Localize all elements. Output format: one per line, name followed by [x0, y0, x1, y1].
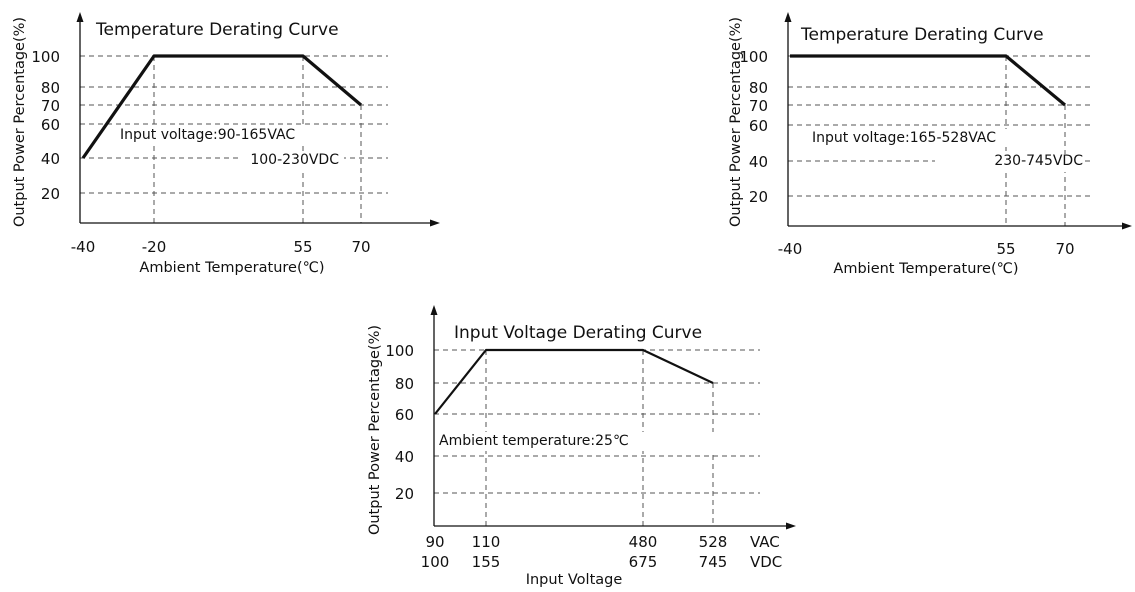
annotation-mask: [117, 127, 347, 145]
x-unit-label: VAC: [750, 533, 780, 551]
annotation-text: Input voltage:165-528VAC: [812, 130, 996, 146]
x-axis-arrow: [430, 219, 440, 227]
annotation-text: Input voltage:90-165VAC: [120, 127, 295, 143]
x-tick-label-secondary: 745: [699, 553, 728, 571]
y-axis-label: Output Power Percentage(%): [728, 17, 744, 227]
grid-lines: [434, 349, 760, 526]
x-tick-label: 528: [699, 533, 728, 551]
y-tick-label: 100: [739, 48, 768, 66]
x-tick-label: 480: [629, 533, 658, 551]
y-tick-label: 80: [749, 79, 768, 97]
y-tick-label: 60: [41, 116, 60, 134]
chart-3: 20 40 60 80 100 90 100 110 155 480 675 528 745 VAC VDC…: [367, 305, 796, 588]
x-tick-label: 90: [425, 533, 444, 551]
y-axis-arrow: [784, 12, 792, 22]
annotation-text: Ambient temperature:25℃: [439, 433, 629, 449]
x-axis-arrow: [786, 522, 796, 530]
chart-title: Input Voltage Derating Curve: [454, 323, 702, 343]
y-tick-label: 100: [31, 48, 60, 66]
y-tick-label: 20: [41, 185, 60, 203]
x-tick-label-secondary: 675: [629, 553, 658, 571]
annotation-mask: [238, 153, 344, 171]
x-axis-label: Input Voltage: [526, 572, 623, 588]
y-tick-label: 20: [749, 188, 768, 206]
derating-curve: [434, 348, 714, 415]
annotation-mask: [935, 154, 1085, 172]
y-tick-label: 60: [395, 406, 414, 424]
derating-curve: [81, 54, 363, 159]
x-tick-label: 55: [996, 240, 1015, 258]
y-tick-label: 40: [395, 448, 414, 466]
x-tick-label: 55: [293, 238, 312, 256]
y-axis-label: Output Power Percentage(%): [367, 325, 383, 535]
x-axis-label: Ambient Temperature(℃): [833, 261, 1018, 277]
x-tick-label: -20: [142, 238, 167, 256]
y-tick-label: 40: [749, 153, 768, 171]
annotation-text: 230-745VDC: [994, 153, 1083, 169]
annotation-mask: [809, 129, 1041, 147]
x-unit-label: VDC: [750, 553, 782, 571]
y-tick-label: 70: [749, 97, 768, 115]
x-tick-label: 110: [472, 533, 501, 551]
x-tick-label-secondary: 100: [421, 553, 450, 571]
annotation-mask: [436, 432, 722, 451]
y-axis-arrow: [430, 305, 438, 315]
chart-title: Temperature Derating Curve: [95, 20, 339, 40]
y-axis-arrow: [76, 12, 84, 22]
x-axis-arrow: [1122, 222, 1132, 230]
x-tick-label: -40: [71, 238, 96, 256]
y-tick-label: 40: [41, 150, 60, 168]
chart-title: Temperature Derating Curve: [800, 25, 1044, 45]
x-tick-label-secondary: 155: [472, 553, 501, 571]
y-tick-label: 80: [395, 375, 414, 393]
derating-curve: [790, 54, 1067, 107]
y-axis-label: Output Power Percentage(%): [12, 17, 28, 227]
x-tick-label: -40: [778, 240, 803, 258]
y-tick-label: 20: [395, 485, 414, 503]
x-tick-label: 70: [1055, 240, 1074, 258]
y-tick-label: 60: [749, 117, 768, 135]
x-tick-label: 70: [351, 238, 370, 256]
x-axis-label: Ambient Temperature(℃): [139, 260, 324, 276]
y-tick-label: 70: [41, 97, 60, 115]
y-tick-label: 100: [385, 342, 414, 360]
annotation-text: 100-230VDC: [250, 152, 339, 168]
y-tick-label: 80: [41, 79, 60, 97]
